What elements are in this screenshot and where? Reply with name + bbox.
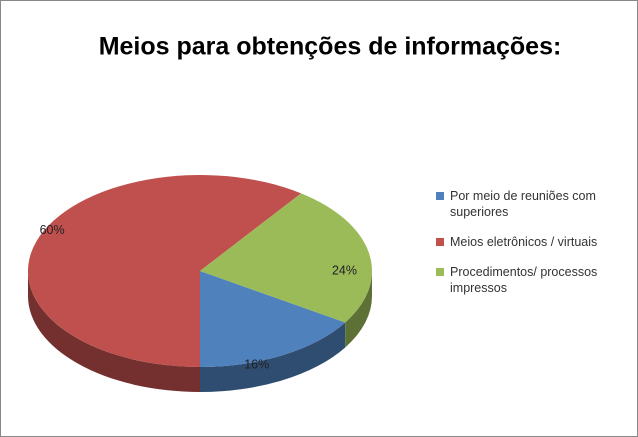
legend-label: Por meio de reuniões com superiores	[450, 189, 596, 219]
legend-label: Procedimentos/ processos impressos	[450, 265, 598, 295]
legend-label: Meios eletrônicos / virtuais	[450, 235, 598, 249]
slice	[200, 193, 372, 323]
data-label: 60%	[40, 223, 65, 237]
slice	[200, 271, 346, 367]
legend-item: Meios eletrônicos / virtuais	[436, 234, 621, 250]
slice-side	[345, 271, 372, 348]
legend: Por meio de reuniões com superiores Meios…	[436, 188, 621, 310]
slice-side	[200, 322, 346, 392]
slice	[27, 174, 302, 367]
data-label: 16%	[244, 357, 269, 371]
legend-item: Procedimentos/ processos impressos	[436, 264, 621, 296]
legend-item: Por meio de reuniões com superiores	[436, 188, 621, 220]
legend-swatch	[436, 192, 444, 200]
chart-title: Meios para obtenções de informações:	[99, 33, 562, 61]
legend-swatch	[436, 268, 444, 276]
data-label: 24%	[332, 263, 357, 277]
slice-side	[28, 271, 200, 392]
legend-swatch	[436, 238, 444, 246]
